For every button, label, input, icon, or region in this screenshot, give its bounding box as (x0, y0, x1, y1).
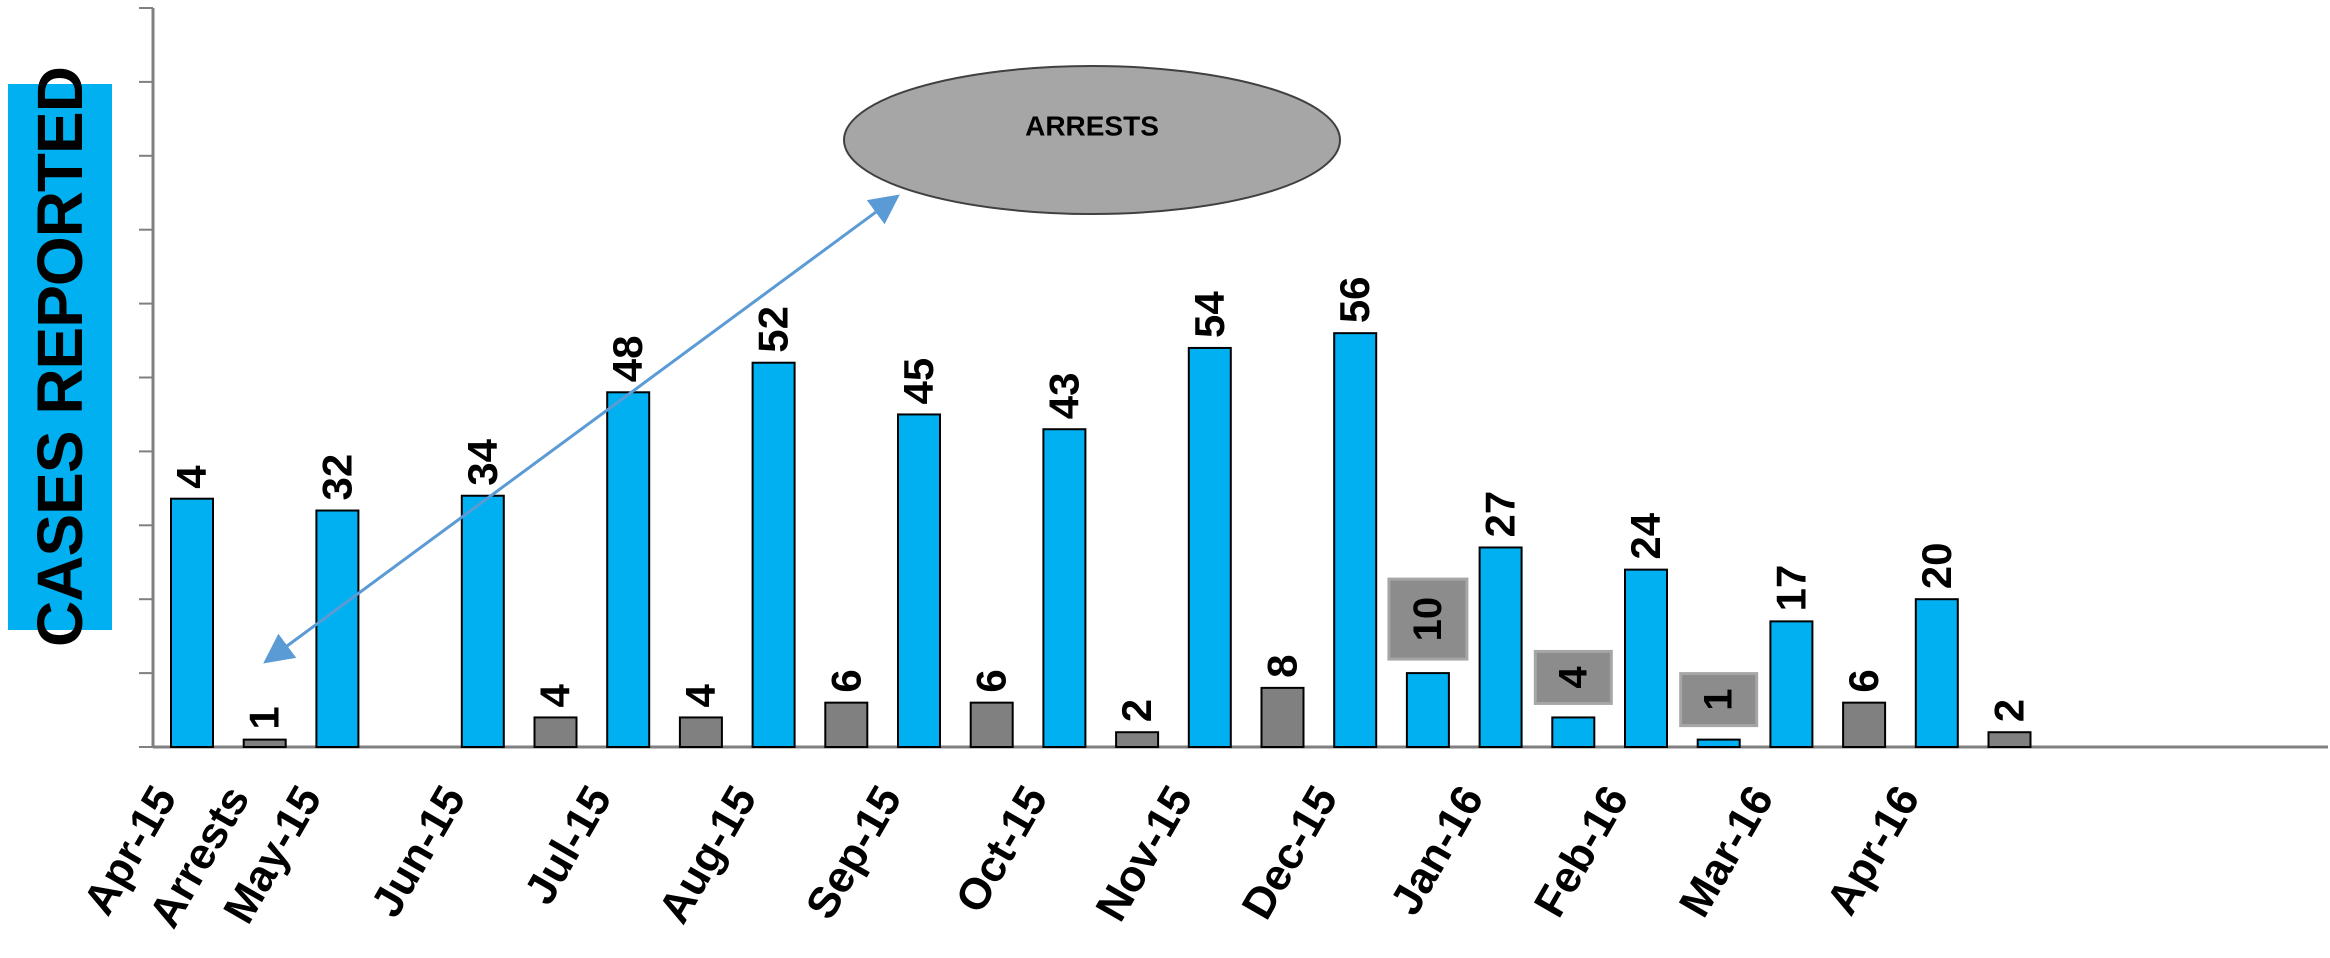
x-tick-label: Jun-15 (362, 778, 475, 925)
data-label: 24 (1622, 512, 1669, 559)
data-label: 1 (241, 706, 288, 729)
bar-cases (606, 391, 651, 748)
data-label-box (1679, 672, 1759, 728)
bar-arrests (1260, 686, 1305, 749)
data-label: 43 (1040, 373, 1087, 420)
data-label: 20 (1913, 542, 1960, 589)
bar-cases (897, 413, 941, 748)
bar-arrests (242, 738, 287, 748)
bar-cases (751, 361, 796, 748)
bar-cases (170, 497, 214, 749)
data-label-box (1387, 577, 1469, 661)
y-axis-title-box: CASES REPORTED (8, 67, 112, 647)
annotation-ellipse (843, 65, 1341, 215)
data-label: 27 (1477, 491, 1524, 538)
bar-cases (1696, 738, 1741, 748)
data-label: 6 (822, 669, 869, 692)
bar-cases (1405, 672, 1450, 748)
data-label: 17 (1767, 565, 1814, 612)
data-label: 56 (1331, 276, 1378, 323)
bar-cases (1187, 346, 1232, 748)
x-tick-label: Nov-15 (1086, 778, 1202, 930)
bar-cases (1042, 428, 1087, 748)
bar-cases (1624, 568, 1668, 749)
bar-cases (460, 494, 505, 748)
data-label: 6 (968, 669, 1015, 692)
x-tick-label: Oct-15 (946, 778, 1057, 921)
data-label: 4 (677, 683, 724, 707)
x-tick-label: Jan-16 (1381, 778, 1493, 923)
bar-cases (1478, 546, 1523, 748)
data-label: 1 (1697, 688, 1741, 710)
x-tick-label: Dec-15 (1233, 778, 1348, 927)
bar-arrests (1842, 701, 1887, 748)
bar-cases (1914, 598, 1959, 749)
data-label: 34 (459, 438, 506, 485)
bar-cases (1551, 716, 1596, 749)
x-tick-label: Feb-16 (1525, 778, 1638, 925)
data-label: 4 (532, 683, 579, 707)
data-label: 4 (168, 465, 215, 489)
data-label: 32 (313, 454, 360, 501)
x-tick-label: Apr-16 (1817, 778, 1929, 923)
data-label-box (1533, 649, 1613, 705)
data-label: 52 (750, 306, 797, 353)
bar-arrests (969, 701, 1014, 748)
data-label: 2 (1113, 699, 1160, 722)
data-label: 10 (1406, 597, 1450, 642)
annotation-arrow (263, 194, 900, 664)
bar-arrests (1115, 731, 1160, 748)
data-label: 8 (1259, 655, 1306, 678)
annotation-label: ARRESTS (1025, 111, 1159, 142)
x-tick-label: Jul-15 (515, 778, 621, 913)
data-label: 4 (1551, 666, 1595, 689)
data-label: 45 (895, 358, 942, 405)
x-tick-label: Aug-15 (649, 778, 766, 932)
data-label: 48 (604, 336, 651, 383)
bar-arrests (824, 701, 869, 748)
bar-arrests (678, 716, 723, 749)
data-label: 6 (1840, 669, 1887, 692)
x-tick-label: Sep-15 (797, 778, 912, 927)
bar-cases (1769, 620, 1814, 748)
bar-arrests (533, 716, 578, 749)
x-tick-label: Mar-16 (1670, 778, 1783, 925)
bar-cases (315, 509, 360, 748)
bar-cases (1333, 332, 1378, 748)
data-label: 2 (1986, 699, 2033, 722)
data-label: 54 (1186, 291, 1233, 338)
bar-arrests (1987, 731, 2032, 748)
